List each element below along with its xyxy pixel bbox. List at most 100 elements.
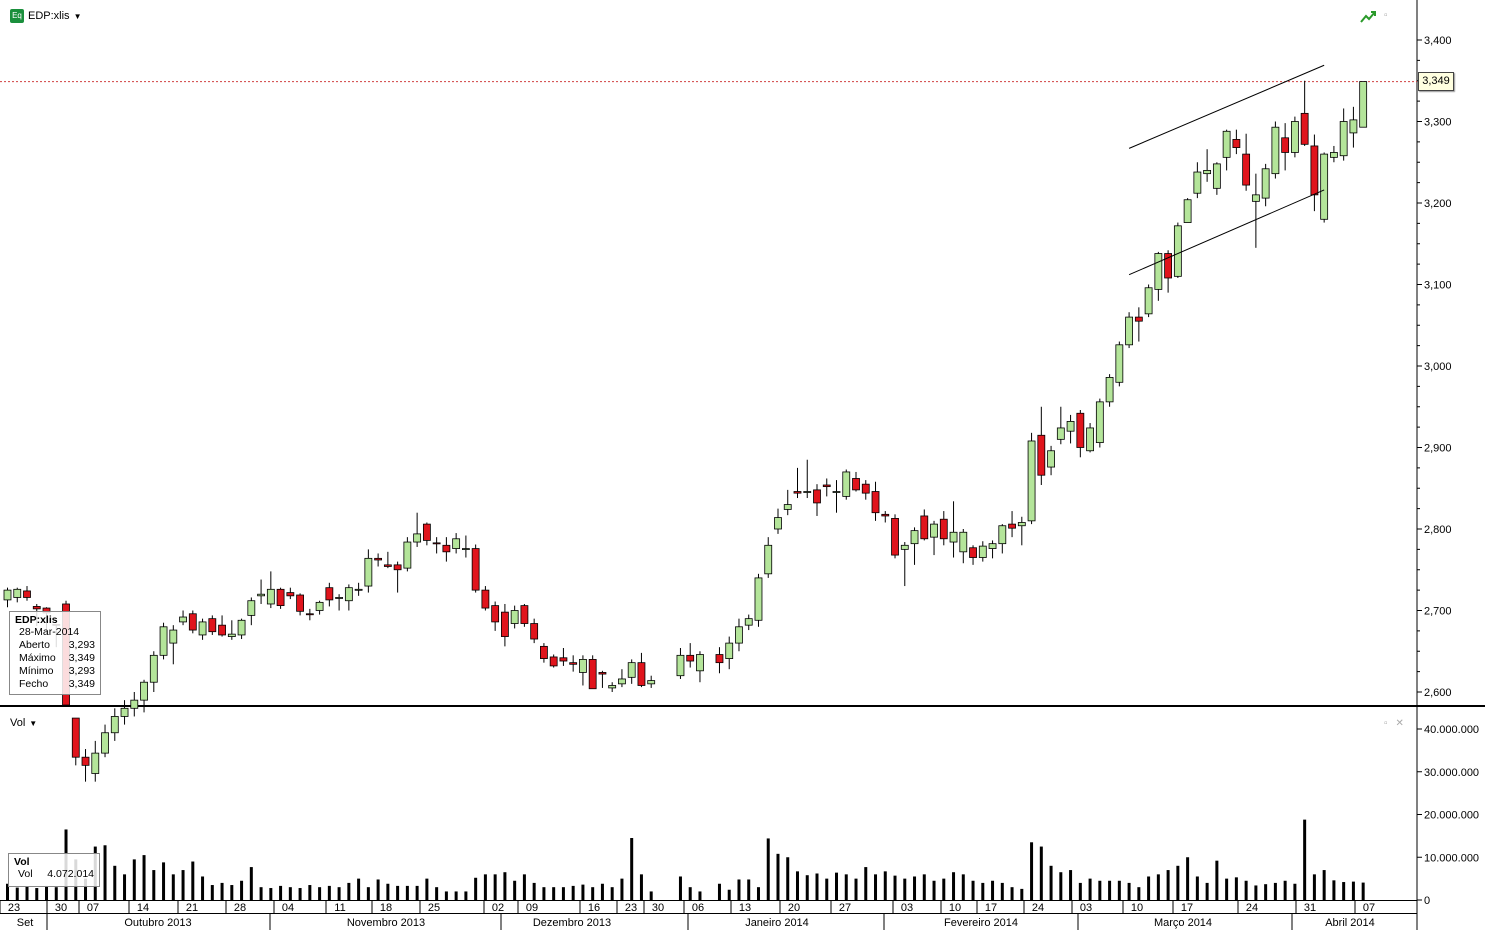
candle-up	[1144, 287, 1153, 315]
info-date-row: 28-Mar-2014	[15, 626, 95, 639]
candle-up	[159, 626, 168, 656]
candle-down	[1076, 412, 1085, 448]
volume-bar	[181, 870, 185, 900]
volume-bar	[552, 887, 556, 900]
volume-bar	[425, 878, 429, 900]
candle-up	[413, 533, 422, 543]
candle-up	[266, 588, 275, 605]
candle-up	[1330, 152, 1338, 158]
candle-down	[1232, 139, 1241, 148]
candle-up	[949, 531, 958, 543]
day-tick-label: 10	[1131, 902, 1143, 914]
volume-bar	[162, 862, 166, 900]
candle-up	[227, 633, 236, 637]
volume-bar	[1215, 860, 1219, 900]
day-tick-label: 23	[8, 902, 20, 914]
volume-bar	[1351, 881, 1355, 900]
volume-bar	[513, 880, 517, 900]
candle-down	[188, 613, 197, 631]
candle-up	[354, 588, 363, 591]
candle-up	[461, 548, 470, 550]
candle-down	[715, 654, 724, 664]
candle-down	[23, 590, 31, 598]
candle-up	[627, 662, 636, 678]
volume-header[interactable]: Vol ▼	[10, 717, 37, 729]
day-tick-label: 24	[1032, 902, 1044, 914]
candle-up	[676, 654, 685, 677]
candle-up	[1349, 119, 1358, 134]
volume-bar	[561, 887, 565, 900]
candle-up	[832, 491, 841, 493]
volume-bar	[952, 872, 956, 900]
volume-bar	[795, 871, 799, 900]
instrument-header[interactable]: Eq EDP:xlis ▼	[10, 9, 81, 23]
candle-up	[140, 681, 148, 701]
candle-down	[1310, 145, 1319, 196]
chevron-down-icon[interactable]: ▼	[29, 718, 38, 728]
day-tick-label: 11	[334, 902, 345, 914]
volume-bar	[347, 882, 351, 900]
candle-up	[1115, 344, 1124, 383]
day-tick-label: 03	[901, 902, 913, 914]
price-tick-label: 3,000	[1424, 361, 1452, 373]
volume-bar	[815, 873, 819, 900]
restore-icon[interactable]: ▫	[1384, 718, 1388, 729]
volume-bar	[737, 879, 741, 900]
day-tick-label: 04	[282, 902, 294, 914]
candle-up	[510, 610, 519, 624]
candle-down	[325, 587, 334, 601]
candle-up	[910, 530, 919, 545]
volume-bar	[932, 880, 936, 900]
volume-bar	[1312, 874, 1316, 900]
volume-bar	[357, 878, 361, 900]
candle-up	[842, 471, 851, 497]
volume-bar	[698, 891, 702, 900]
day-tick-label: 30	[652, 902, 664, 914]
candle-down	[81, 756, 90, 766]
time-axis-labels: 23 30 07 14 21 28 04 11 18 25 02 09 16 23 30 06 13 20 27 03…	[0, 901, 1375, 930]
candle-down	[540, 645, 548, 659]
volume-bar	[942, 878, 946, 900]
volume-bar	[1127, 882, 1131, 900]
volume-bar	[922, 874, 926, 900]
volume-bar	[1264, 884, 1268, 900]
volume-tick-label: 20.000.000	[1424, 810, 1479, 822]
price-axis-ticks: 3,400 3,300 3,200 3,100 3,000 2,900 2,800 2,700…	[1417, 35, 1452, 699]
volume-axis-ticks: 40.000.000 30.000.000 20.000.000 10.000.000…	[1417, 724, 1479, 907]
candle-up	[900, 544, 909, 550]
vol-info-title: Vol	[14, 856, 30, 868]
volume-bar	[1010, 887, 1014, 900]
candle-up	[1271, 126, 1280, 175]
day-tick-label: 02	[492, 902, 504, 914]
volume-bar	[444, 891, 448, 900]
volume-bar	[210, 885, 214, 900]
restore-icon[interactable]: ▫	[1384, 10, 1388, 21]
trend-icon[interactable]	[1360, 10, 1376, 24]
day-tick-label: 31	[1304, 902, 1316, 914]
volume-bar	[610, 887, 614, 900]
day-tick-label: 30	[55, 902, 67, 914]
day-tick-label: 10	[949, 902, 961, 914]
info-label: Aberto	[19, 639, 50, 651]
chevron-down-icon[interactable]: ▼	[73, 11, 82, 21]
month-label: Dezembro 2013	[533, 917, 611, 929]
vol-info-label: Vol	[18, 868, 33, 880]
price-tick-label: 2,600	[1424, 687, 1452, 699]
candle-up	[1017, 522, 1026, 527]
close-icon[interactable]: ✕	[1395, 718, 1404, 729]
volume-bar	[1000, 882, 1004, 900]
info-label: Mínimo	[19, 665, 54, 677]
info-value: 3,349	[68, 678, 95, 690]
candle-down	[871, 491, 880, 514]
candle-up	[1086, 427, 1094, 452]
price-tick-label: 3,200	[1424, 198, 1452, 210]
volume-bar	[1283, 880, 1287, 900]
candle-up	[3, 589, 12, 601]
volume-toolbar: ▫ ✕	[1384, 718, 1404, 729]
candle-down	[559, 657, 568, 662]
candle-down	[1300, 112, 1309, 145]
info-row-open: Aberto 3,293	[15, 639, 95, 652]
candle-up	[179, 616, 187, 623]
volume-bar	[132, 859, 136, 900]
